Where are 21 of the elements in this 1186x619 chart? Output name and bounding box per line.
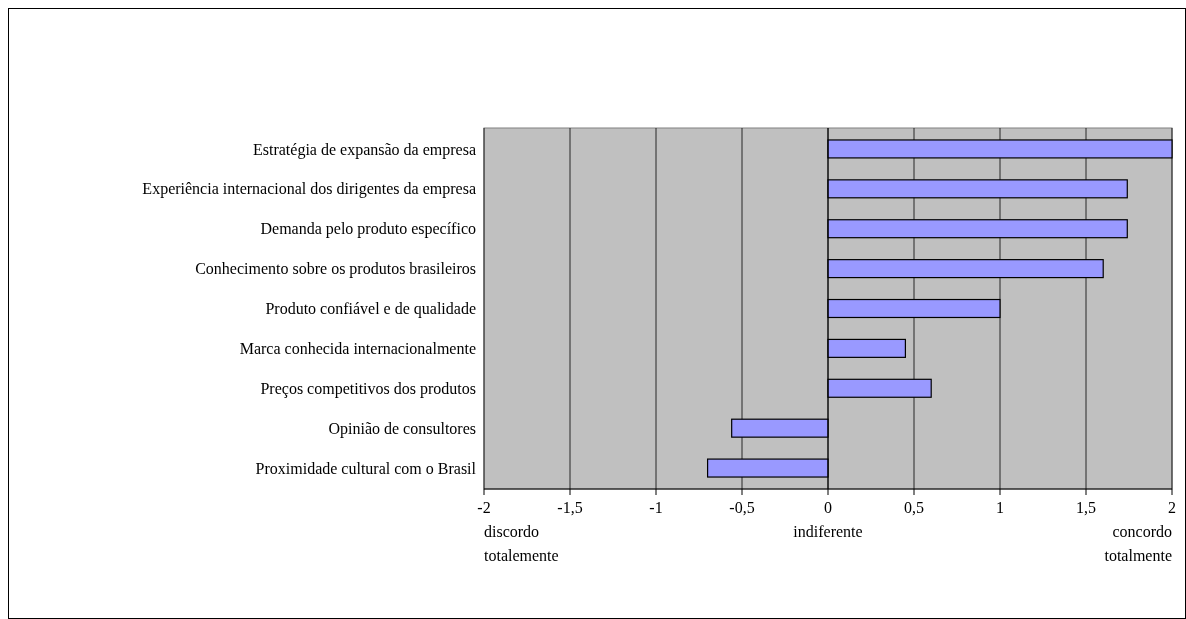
- y-tick-label: Produto confiável e de qualidade: [265, 300, 476, 319]
- y-tick-label: Estratégia de expansão da empresa: [252, 140, 476, 159]
- y-tick-label: Preços competitivos dos produtos: [260, 379, 476, 398]
- x-tick-label: -2: [477, 499, 491, 516]
- y-tick-label: Experiência internacional dos dirigentes da empresa: [142, 180, 476, 199]
- x-tick-label: 0,5: [904, 499, 924, 516]
- x-tick-label: -1: [649, 499, 663, 516]
- x-tick-label: 1,5: [1076, 499, 1096, 516]
- x-tick-label: 1: [996, 499, 1004, 516]
- y-tick-label: Conhecimento sobre os produtos brasileiros: [195, 260, 476, 279]
- text: concordo totalmente: [1104, 523, 1172, 564]
- text: discordo totalemente: [484, 523, 559, 564]
- y-tick-label: Demanda pelo produto específico: [260, 220, 476, 239]
- y-tick-label: Marca conhecida internacionalmente: [239, 339, 476, 357]
- y-tick-label: Proximidade cultural com o Brasil: [255, 459, 477, 477]
- y-tick-label: Opinião de consultores: [328, 419, 476, 438]
- x-tick-label: 0: [824, 499, 832, 516]
- x-tick-label: 2: [1168, 499, 1176, 516]
- text: indiferente: [793, 523, 863, 540]
- x-tick-label: -0,5: [729, 499, 755, 516]
- x-tick-label: -1,5: [557, 499, 583, 516]
